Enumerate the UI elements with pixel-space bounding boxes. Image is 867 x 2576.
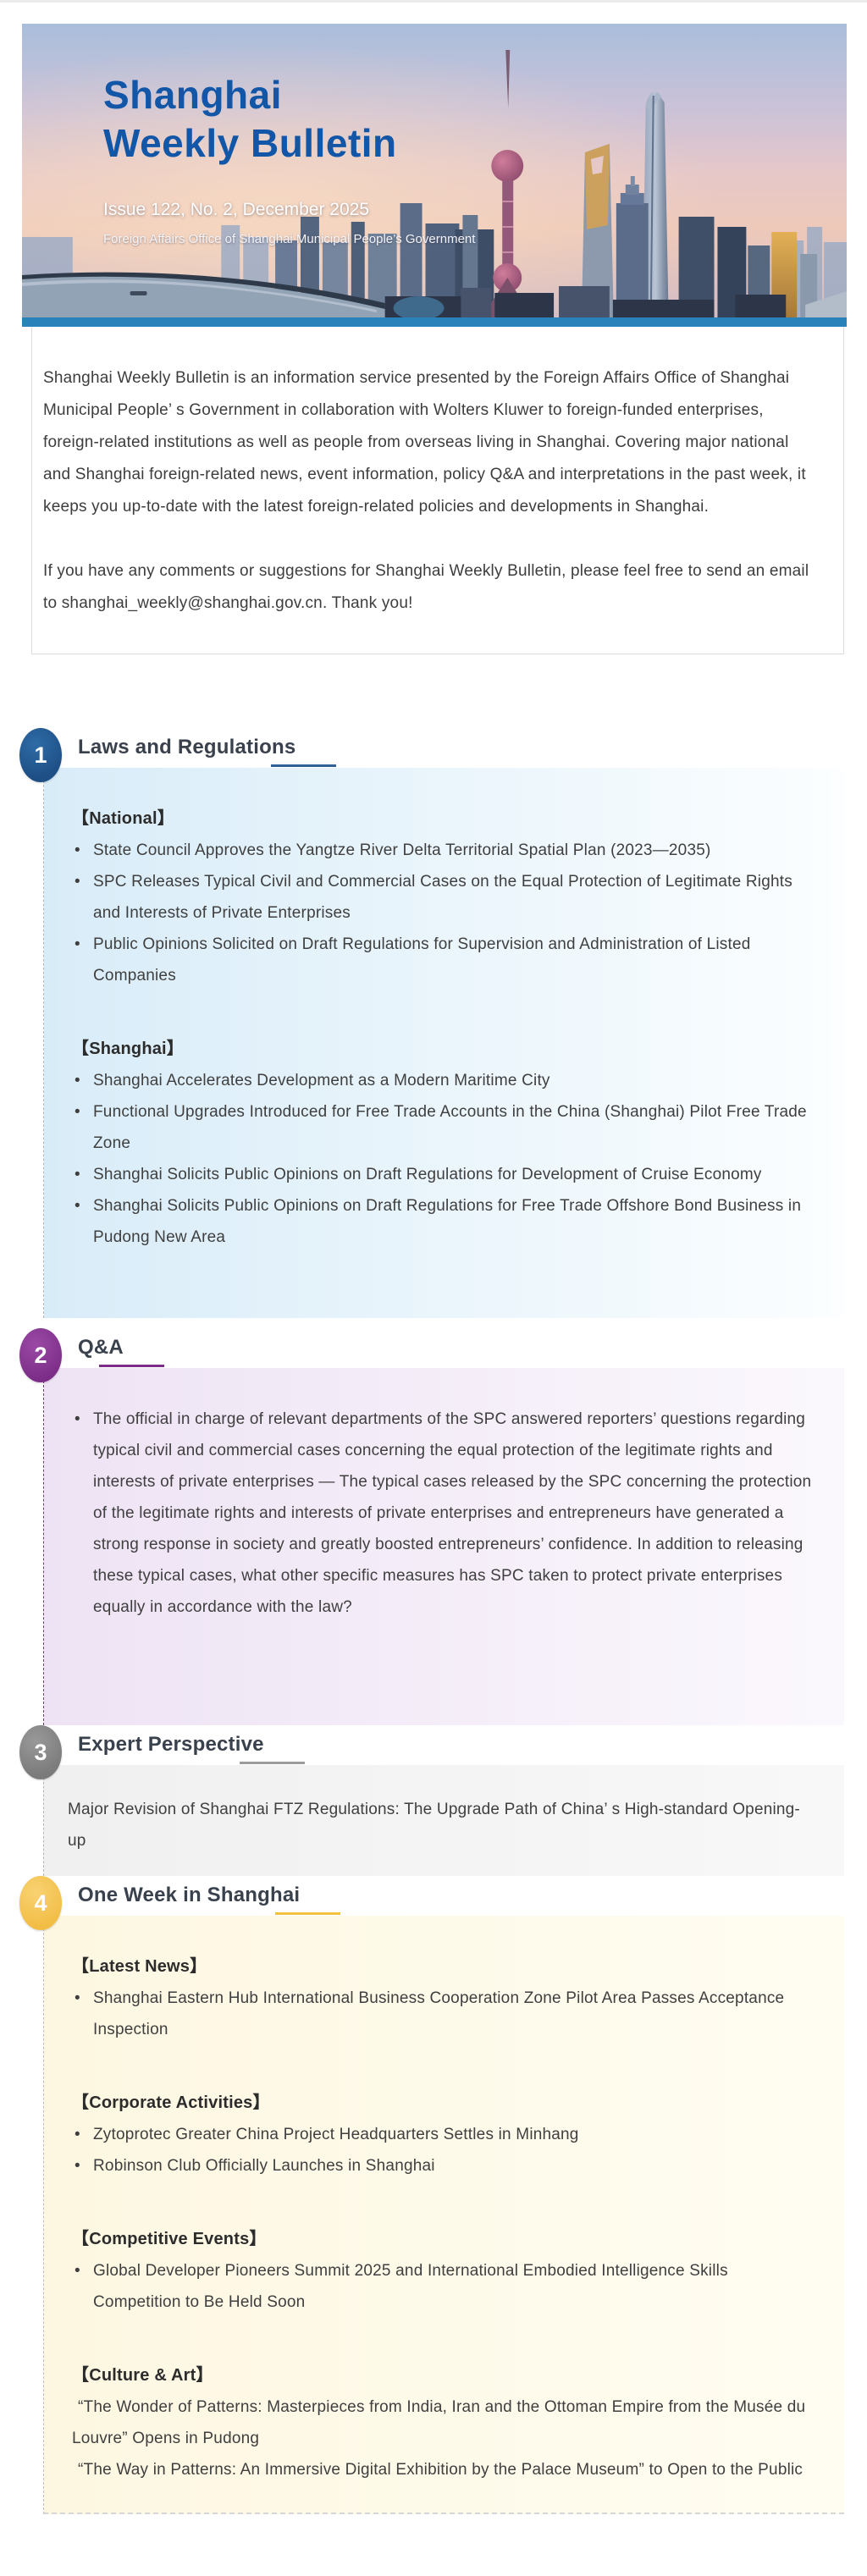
section-header: 1 Laws and Regulations [19,728,844,782]
section-number: 1 [34,742,47,768]
world-financial-center [581,144,614,317]
section-panel: The official in charge of relevant depar… [43,1368,844,1725]
content-group: 【Competitive Events】 Global Developer Pio… [72,2224,819,2318]
bullet-list: Zytoprotec Greater China Project Headqua… [72,2119,819,2182]
bottom-spacer [0,2514,867,2550]
group-header: 【Shanghai】 [72,1040,185,1058]
river-right [805,291,847,317]
top-divider [0,0,867,3]
banner-issue-line: Issue 122, No. 2, December 2025 [103,200,370,219]
list-item: Shanghai Eastern Hub International Busin… [72,1983,819,2045]
list-item: The official in charge of relevant depar… [72,1404,819,1623]
intro-box: Shanghai Weekly Bulletin is an informati… [31,327,844,654]
section-title: Q&A [78,1328,164,1367]
shanghai-tower [642,91,669,317]
section-number: 4 [34,1889,47,1916]
intro-paragraph-2: If you have any comments or suggestions … [43,562,809,612]
list-item: Robinson Club Officially Launches in Sha… [72,2150,819,2182]
huangpu-river [22,272,385,317]
section-expert-perspective: 3 Expert Perspective Major Revision of S… [19,1725,844,1876]
sections-container: 1 Laws and Regulations 【National】 State C… [0,728,867,2514]
section-laws-and-regulations: 1 Laws and Regulations 【National】 State C… [19,728,844,1318]
text-item: “The Way in Patterns: An Immersive Digit… [78,2461,803,2479]
list-item: Shanghai Solicits Public Opinions on Dra… [72,1190,819,1253]
banner-title-line-1: Shanghai [103,73,283,117]
section-title-underline [98,1365,164,1367]
section-title-underline [271,764,337,767]
text-item: Major Revision of Shanghai FTZ Regulatio… [68,1801,800,1850]
content-group: 【Corporate Activities】 Zytoprotec Greater… [72,2088,819,2182]
section-number-badge: 2 [19,1328,62,1382]
group-header: 【National】 [72,809,174,828]
section-header: 2 Q&A [19,1328,844,1382]
list-item: Global Developer Pioneers Summit 2025 an… [72,2255,819,2318]
section-number-badge: 4 [19,1876,62,1930]
bullet-list: The official in charge of relevant depar… [72,1404,819,1623]
content-group: The official in charge of relevant depar… [72,1404,819,1623]
section-title-underline [275,1912,341,1915]
bullet-list: Global Developer Pioneers Summit 2025 an… [72,2255,819,2318]
list-item: Shanghai Solicits Public Opinions on Dra… [72,1159,819,1190]
content-group: 【Culture & Art】 “The Wonder of Patterns: … [72,2360,819,2485]
banner-bottom-bar [22,317,847,327]
list-item: Public Opinions Solicited on Draft Regul… [72,929,819,991]
shanghai-skyline-photo [22,24,847,317]
group-header: 【Latest News】 [72,1957,207,1976]
banner-text: Shanghai Weekly Bulletin Issue 122, No. … [103,71,475,246]
section-title: Expert Perspective [78,1725,305,1764]
foreground-buildings-2 [461,286,610,317]
list-item: Shanghai Accelerates Development as a Mo… [72,1065,819,1096]
banner-org-line: Foreign Affairs Office of Shanghai Munic… [103,232,476,246]
list-item: Functional Upgrades Introduced for Free … [72,1096,819,1159]
content-group: 【Latest News】 Shanghai Eastern Hub Intern… [72,1951,819,2045]
section-panel: 【Latest News】 Shanghai Eastern Hub Intern… [43,1916,844,2514]
text-item: “The Wonder of Patterns: Masterpieces fr… [72,2398,806,2447]
bullet-list: Shanghai Eastern Hub International Busin… [72,1983,819,2045]
section-number-badge: 3 [19,1725,62,1779]
intro-paragraph-1: Shanghai Weekly Bulletin is an informati… [43,369,806,516]
banner-title-line-2: Weekly Bulletin [103,121,397,165]
list-item: Zytoprotec Greater China Project Headqua… [72,2119,819,2150]
bullet-list: Shanghai Accelerates Development as a Mo… [72,1065,819,1253]
list-item: SPC Releases Typical Civil and Commercia… [72,866,819,929]
jin-mao-tower [616,176,649,317]
section-number-badge: 1 [19,728,62,782]
section-number: 3 [34,1739,47,1765]
content-group: Major Revision of Shanghai FTZ Regulatio… [68,1794,819,1856]
content-group: 【Shanghai】 Shanghai Accelerates Developme… [72,1034,819,1253]
section-q-and-a: 2 Q&A The official in charge of relevant… [19,1328,844,1725]
content-group: 【National】 State Council Approves the Yan… [72,803,819,991]
section-number: 2 [34,1342,47,1368]
section-header: 3 Expert Perspective [19,1725,844,1779]
section-panel: 【National】 State Council Approves the Yan… [43,768,844,1318]
section-one-week-in-shanghai: 4 One Week in Shanghai 【Latest News】 Shan… [19,1876,844,2514]
section-header: 4 One Week in Shanghai [19,1876,844,1930]
section-title-underline [239,1762,305,1764]
group-header: 【Corporate Activities】 [72,2093,270,2112]
section-panel: Major Revision of Shanghai FTZ Regulatio… [43,1765,844,1876]
section-title: One Week in Shanghai [78,1876,341,1915]
group-header: 【Competitive Events】 [72,2230,267,2248]
section-title: Laws and Regulations [78,728,337,767]
banner: Shanghai Weekly Bulletin Issue 122, No. … [22,24,847,317]
group-header: 【Culture & Art】 [72,2366,213,2385]
bullet-list: State Council Approves the Yangtze River… [72,835,819,991]
glass-dome [393,296,445,317]
list-item: State Council Approves the Yangtze River… [72,835,819,866]
